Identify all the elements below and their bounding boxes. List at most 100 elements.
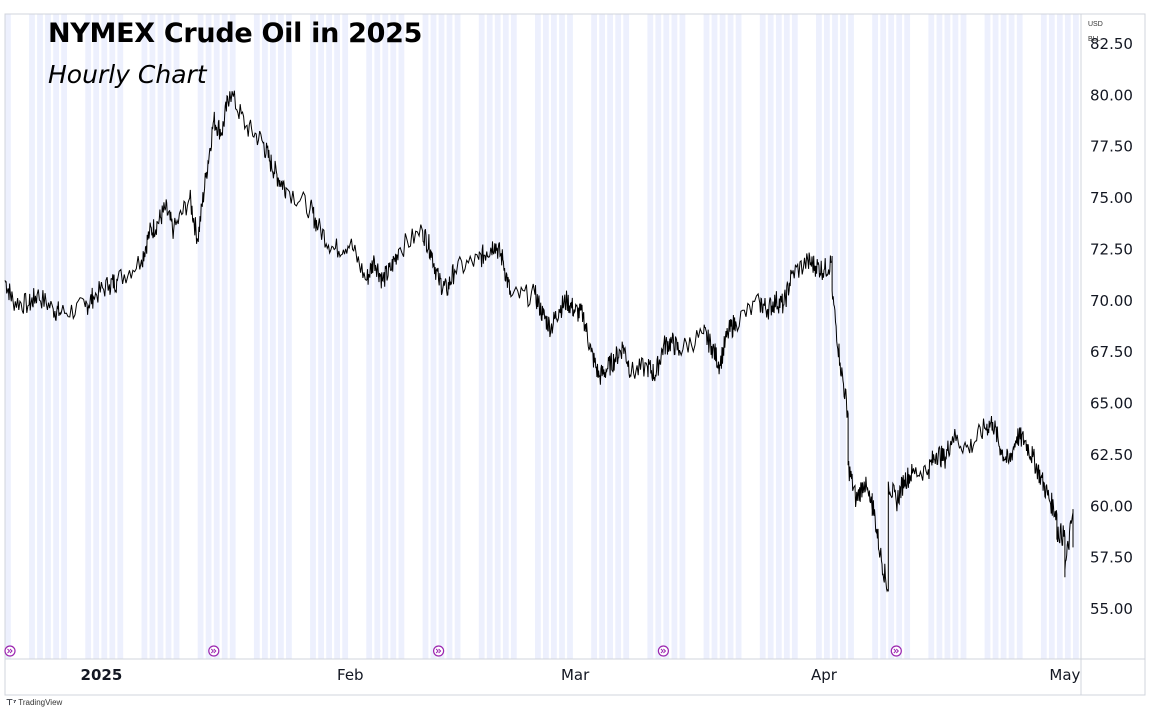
session-stripe <box>430 14 437 659</box>
session-stripe <box>342 14 349 659</box>
session-stripe <box>896 14 903 659</box>
x-tick-label: May <box>1049 666 1080 684</box>
session-stripe <box>1073 14 1079 659</box>
session-stripe <box>478 14 485 659</box>
session-stripe <box>93 14 100 659</box>
session-stripe <box>783 14 790 659</box>
brand-text: TradingView <box>18 698 63 707</box>
session-stripe <box>599 14 605 659</box>
event-marker-icon[interactable] <box>433 645 445 657</box>
session-stripe <box>382 14 389 659</box>
session-stripe <box>438 14 445 659</box>
x-tick-label: Feb <box>337 666 364 684</box>
session-stripe <box>278 14 284 659</box>
y-tick-label: 80.00 <box>1090 86 1133 104</box>
session-stripe <box>984 14 991 659</box>
session-stripe <box>390 14 397 659</box>
session-stripe <box>253 14 260 659</box>
session-stripe <box>326 14 332 659</box>
y-tick-label: 60.00 <box>1090 497 1133 515</box>
session-stripe <box>157 14 164 659</box>
session-stripe <box>992 14 999 659</box>
session-stripe <box>101 14 108 659</box>
session-stripe <box>1048 14 1055 659</box>
session-stripe <box>270 14 276 659</box>
session-stripe <box>824 14 830 659</box>
session-stripe <box>679 14 686 659</box>
session-stripe <box>141 14 148 659</box>
session-stripe <box>952 14 959 659</box>
session-stripe <box>872 14 878 659</box>
y-tick-label: 62.50 <box>1090 446 1133 464</box>
session-stripe <box>848 14 854 659</box>
tradingview-logo-icon: ⊤⁷ <box>6 698 17 707</box>
session-stripe <box>767 14 774 659</box>
event-marker-icon[interactable] <box>657 645 670 657</box>
event-marker-icon[interactable] <box>4 645 16 657</box>
session-stripe <box>1000 14 1007 659</box>
session-stripe <box>727 14 734 659</box>
session-stripe <box>494 14 501 659</box>
session-stripe <box>888 14 895 659</box>
session-stripe <box>663 14 670 659</box>
unit-label: BLL <box>1088 36 1101 43</box>
session-stripe <box>1016 14 1023 659</box>
session-stripe <box>374 14 381 659</box>
y-tick-label: 75.00 <box>1090 189 1133 207</box>
y-tick-label: 72.50 <box>1090 241 1133 259</box>
session-stripe <box>591 14 597 659</box>
y-tick-label: 65.00 <box>1090 395 1133 413</box>
session-stripe <box>85 14 92 659</box>
session-stripe <box>229 14 236 659</box>
session-stripe <box>719 14 726 659</box>
session-stripe <box>944 14 951 659</box>
y-tick-label: 70.00 <box>1090 292 1133 310</box>
session-stripe <box>711 14 718 659</box>
session-stripe <box>655 14 662 659</box>
session-stripe <box>735 14 742 659</box>
event-marker-icon[interactable] <box>208 645 220 657</box>
chart-subtitle: Hourly Chart <box>48 60 207 89</box>
session-stripe <box>510 14 517 659</box>
session-stripe <box>165 14 172 659</box>
chart-title: NYMEX Crude Oil in 2025 <box>48 18 423 49</box>
session-stripe <box>486 14 493 659</box>
event-markers <box>4 645 902 657</box>
session-stripe <box>1064 14 1071 659</box>
session-stripe <box>1056 14 1063 659</box>
session-stripe <box>1008 14 1015 659</box>
tradingview-brand[interactable]: ⊤⁷ TradingView <box>6 698 62 707</box>
session-stripe <box>607 14 613 659</box>
session-stripe <box>840 14 846 659</box>
chart-frame <box>4 13 1146 696</box>
y-tick-label: 82.50 <box>1090 35 1133 53</box>
session-stripe <box>286 14 292 659</box>
session-stripe <box>318 14 324 659</box>
session-stripe <box>117 14 124 659</box>
session-stripe <box>502 14 509 659</box>
session-stripe <box>213 14 220 659</box>
y-tick-label: 55.00 <box>1090 600 1133 618</box>
session-stripe <box>422 14 429 659</box>
session-stripe <box>45 14 51 659</box>
currency-label: USD <box>1088 21 1103 28</box>
session-stripe <box>960 14 967 659</box>
session-stripe <box>904 14 911 659</box>
session-stripe <box>880 14 887 659</box>
session-stripe <box>559 14 565 659</box>
session-stripe <box>615 14 622 659</box>
session-stripe <box>262 14 268 659</box>
event-marker-icon[interactable] <box>890 645 902 657</box>
time-axis: 2025 Feb Mar Apr May <box>81 666 1081 684</box>
session-stripe <box>221 14 228 659</box>
session-stripe <box>759 14 766 659</box>
session-stripe <box>5 14 11 659</box>
session-stripe <box>647 14 654 659</box>
session-stripe <box>37 14 43 659</box>
session-stripe <box>535 14 541 659</box>
session-stripe <box>543 14 549 659</box>
session-stripe <box>671 14 678 659</box>
y-tick-label: 67.50 <box>1090 343 1133 361</box>
session-stripe <box>936 14 943 659</box>
series-line-crude-oil <box>4 90 1074 593</box>
